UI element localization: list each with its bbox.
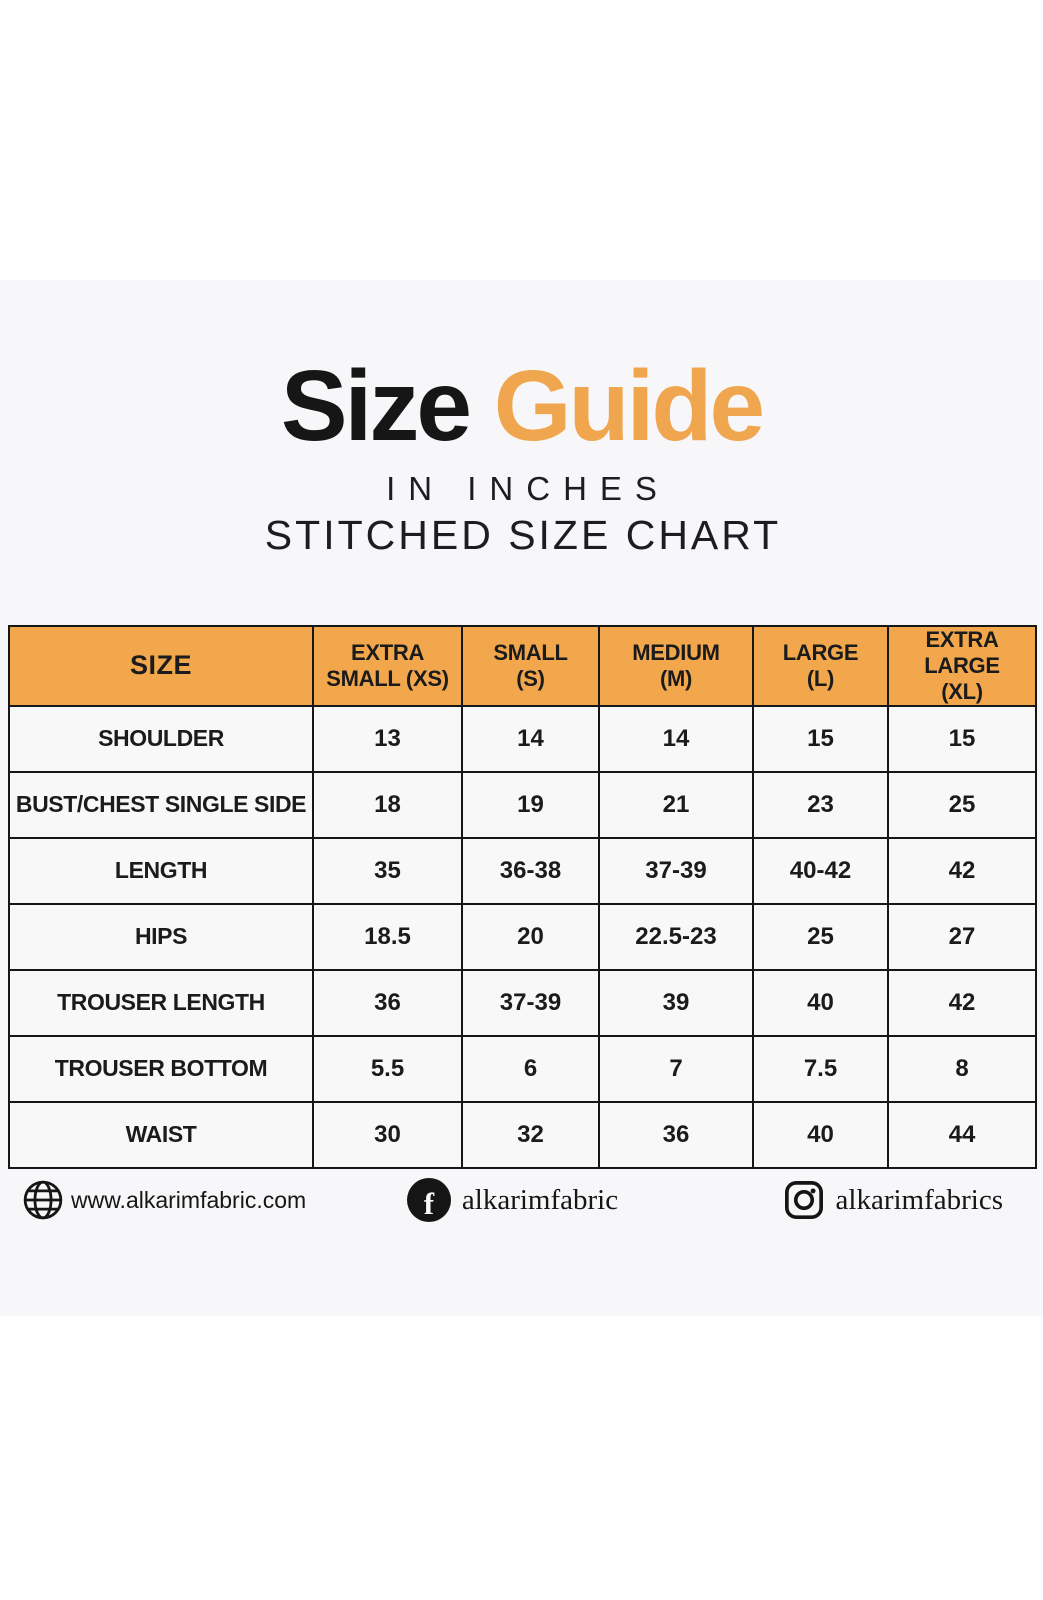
table-row-shoulder: SHOULDER 13 14 14 15 15 xyxy=(8,704,1037,773)
value-cell: 36 xyxy=(598,1100,754,1169)
value-cell: 15 xyxy=(752,704,889,773)
facebook-item: alkarimfabric xyxy=(406,1178,619,1222)
value-cell: 14 xyxy=(598,704,754,773)
value-cell: 40-42 xyxy=(752,836,889,905)
column-header-small: SMALL (S) xyxy=(461,625,600,707)
size-column-header: SIZE xyxy=(8,625,314,707)
value-cell: 37-39 xyxy=(461,968,600,1037)
column-header-large: LARGE (L) xyxy=(752,625,889,707)
facebook-handle: alkarimfabric xyxy=(461,1183,619,1216)
value-cell: 8 xyxy=(887,1034,1037,1103)
value-cell: 42 xyxy=(887,836,1037,905)
table-row-trouser-bottom: TROUSER BOTTOM 5.5 6 7 7.5 8 xyxy=(8,1034,1037,1103)
globe-icon xyxy=(23,1180,63,1220)
value-cell: 32 xyxy=(461,1100,600,1169)
value-cell: 37-39 xyxy=(598,836,754,905)
column-header-line1: EXTRA xyxy=(350,639,425,665)
value-cell: 40 xyxy=(752,968,889,1037)
website-url: www.alkarimfabric.com xyxy=(71,1186,307,1213)
value-cell: 14 xyxy=(461,704,600,773)
value-cell: 25 xyxy=(752,902,889,971)
measurement-label: TROUSER LENGTH xyxy=(8,968,314,1037)
page-title: Size Guide xyxy=(0,356,1043,456)
size-chart-table: SIZE EXTRA SMALL (XS) SMALL (S) MEDIUM (… xyxy=(8,625,1037,1169)
value-cell: 21 xyxy=(598,770,754,839)
measurement-label: WAIST xyxy=(8,1100,314,1169)
column-header-line1: EXTRA LARGE xyxy=(924,627,1000,678)
subtitle-stitched-size-chart: STITCHED SIZE CHART xyxy=(264,512,782,558)
value-cell: 36-38 xyxy=(461,836,600,905)
value-cell: 30 xyxy=(312,1100,463,1169)
value-cell: 7 xyxy=(598,1034,754,1103)
page-header: Size Guide IN INCHES STITCHED SIZE CHART xyxy=(0,356,1043,559)
value-cell: 23 xyxy=(752,770,889,839)
value-cell: 27 xyxy=(887,902,1037,971)
value-cell: 18.5 xyxy=(312,902,463,971)
column-header-line1: LARGE xyxy=(782,639,859,665)
measurement-label: HIPS xyxy=(8,902,314,971)
table-header-row: SIZE EXTRA SMALL (XS) SMALL (S) MEDIUM (… xyxy=(8,625,1037,707)
measurement-label: SHOULDER xyxy=(8,704,314,773)
value-cell: 15 xyxy=(887,704,1037,773)
value-cell: 44 xyxy=(887,1100,1037,1169)
value-cell: 18 xyxy=(312,770,463,839)
column-header-line2: (L) xyxy=(806,665,835,691)
instagram-icon xyxy=(784,1181,823,1219)
table-row-bust-chest: BUST/CHEST SINGLE SIDE 18 19 21 23 25 xyxy=(8,770,1037,839)
value-cell: 22.5-23 xyxy=(598,902,754,971)
value-cell: 6 xyxy=(461,1034,600,1103)
table-row-length: LENGTH 35 36-38 37-39 40-42 42 xyxy=(8,836,1037,905)
instagram-item: alkarimfabrics xyxy=(783,1179,1003,1221)
value-cell: 5.5 xyxy=(312,1034,463,1103)
column-header-line1: SMALL xyxy=(493,639,568,665)
column-header-medium: MEDIUM (M) xyxy=(598,625,754,707)
table-row-waist: WAIST 30 32 36 40 44 xyxy=(8,1100,1037,1169)
column-header-line2: (XL) xyxy=(941,678,983,704)
title-word-size: Size xyxy=(280,350,472,462)
table-row-trouser-length: TROUSER LENGTH 36 37-39 39 40 42 xyxy=(8,968,1037,1037)
value-cell: 20 xyxy=(461,902,600,971)
column-header-extra-small: EXTRA SMALL (XS) xyxy=(312,625,463,707)
instagram-handle: alkarimfabrics xyxy=(835,1183,1003,1216)
title-word-guide: Guide xyxy=(493,350,765,462)
facebook-icon xyxy=(406,1178,451,1222)
website-item: www.alkarimfabric.com xyxy=(22,1179,306,1221)
column-header-extra-large: EXTRA LARGE (XL) xyxy=(887,625,1037,707)
value-cell: 7.5 xyxy=(752,1034,889,1103)
subtitle-in-inches: IN INCHES xyxy=(386,470,670,507)
value-cell: 40 xyxy=(752,1100,889,1169)
facebook-f-glyph xyxy=(424,1188,434,1219)
footer: www.alkarimfabric.com alkarimfabric alka… xyxy=(0,1178,1043,1222)
column-header-line2: (S) xyxy=(516,665,545,691)
value-cell: 35 xyxy=(312,836,463,905)
value-cell: 42 xyxy=(887,968,1037,1037)
value-cell: 19 xyxy=(461,770,600,839)
column-header-line2: (M) xyxy=(659,665,693,691)
value-cell: 13 xyxy=(312,704,463,773)
column-header-line2: SMALL (XS) xyxy=(326,665,449,691)
value-cell: 25 xyxy=(887,770,1037,839)
measurement-label: TROUSER BOTTOM xyxy=(8,1034,314,1103)
column-header-line1: MEDIUM xyxy=(632,639,720,665)
value-cell: 39 xyxy=(598,968,754,1037)
measurement-label: BUST/CHEST SINGLE SIDE xyxy=(8,770,314,839)
value-cell: 36 xyxy=(312,968,463,1037)
measurement-label: LENGTH xyxy=(8,836,314,905)
table-row-hips: HIPS 18.5 20 22.5-23 25 27 xyxy=(8,902,1037,971)
